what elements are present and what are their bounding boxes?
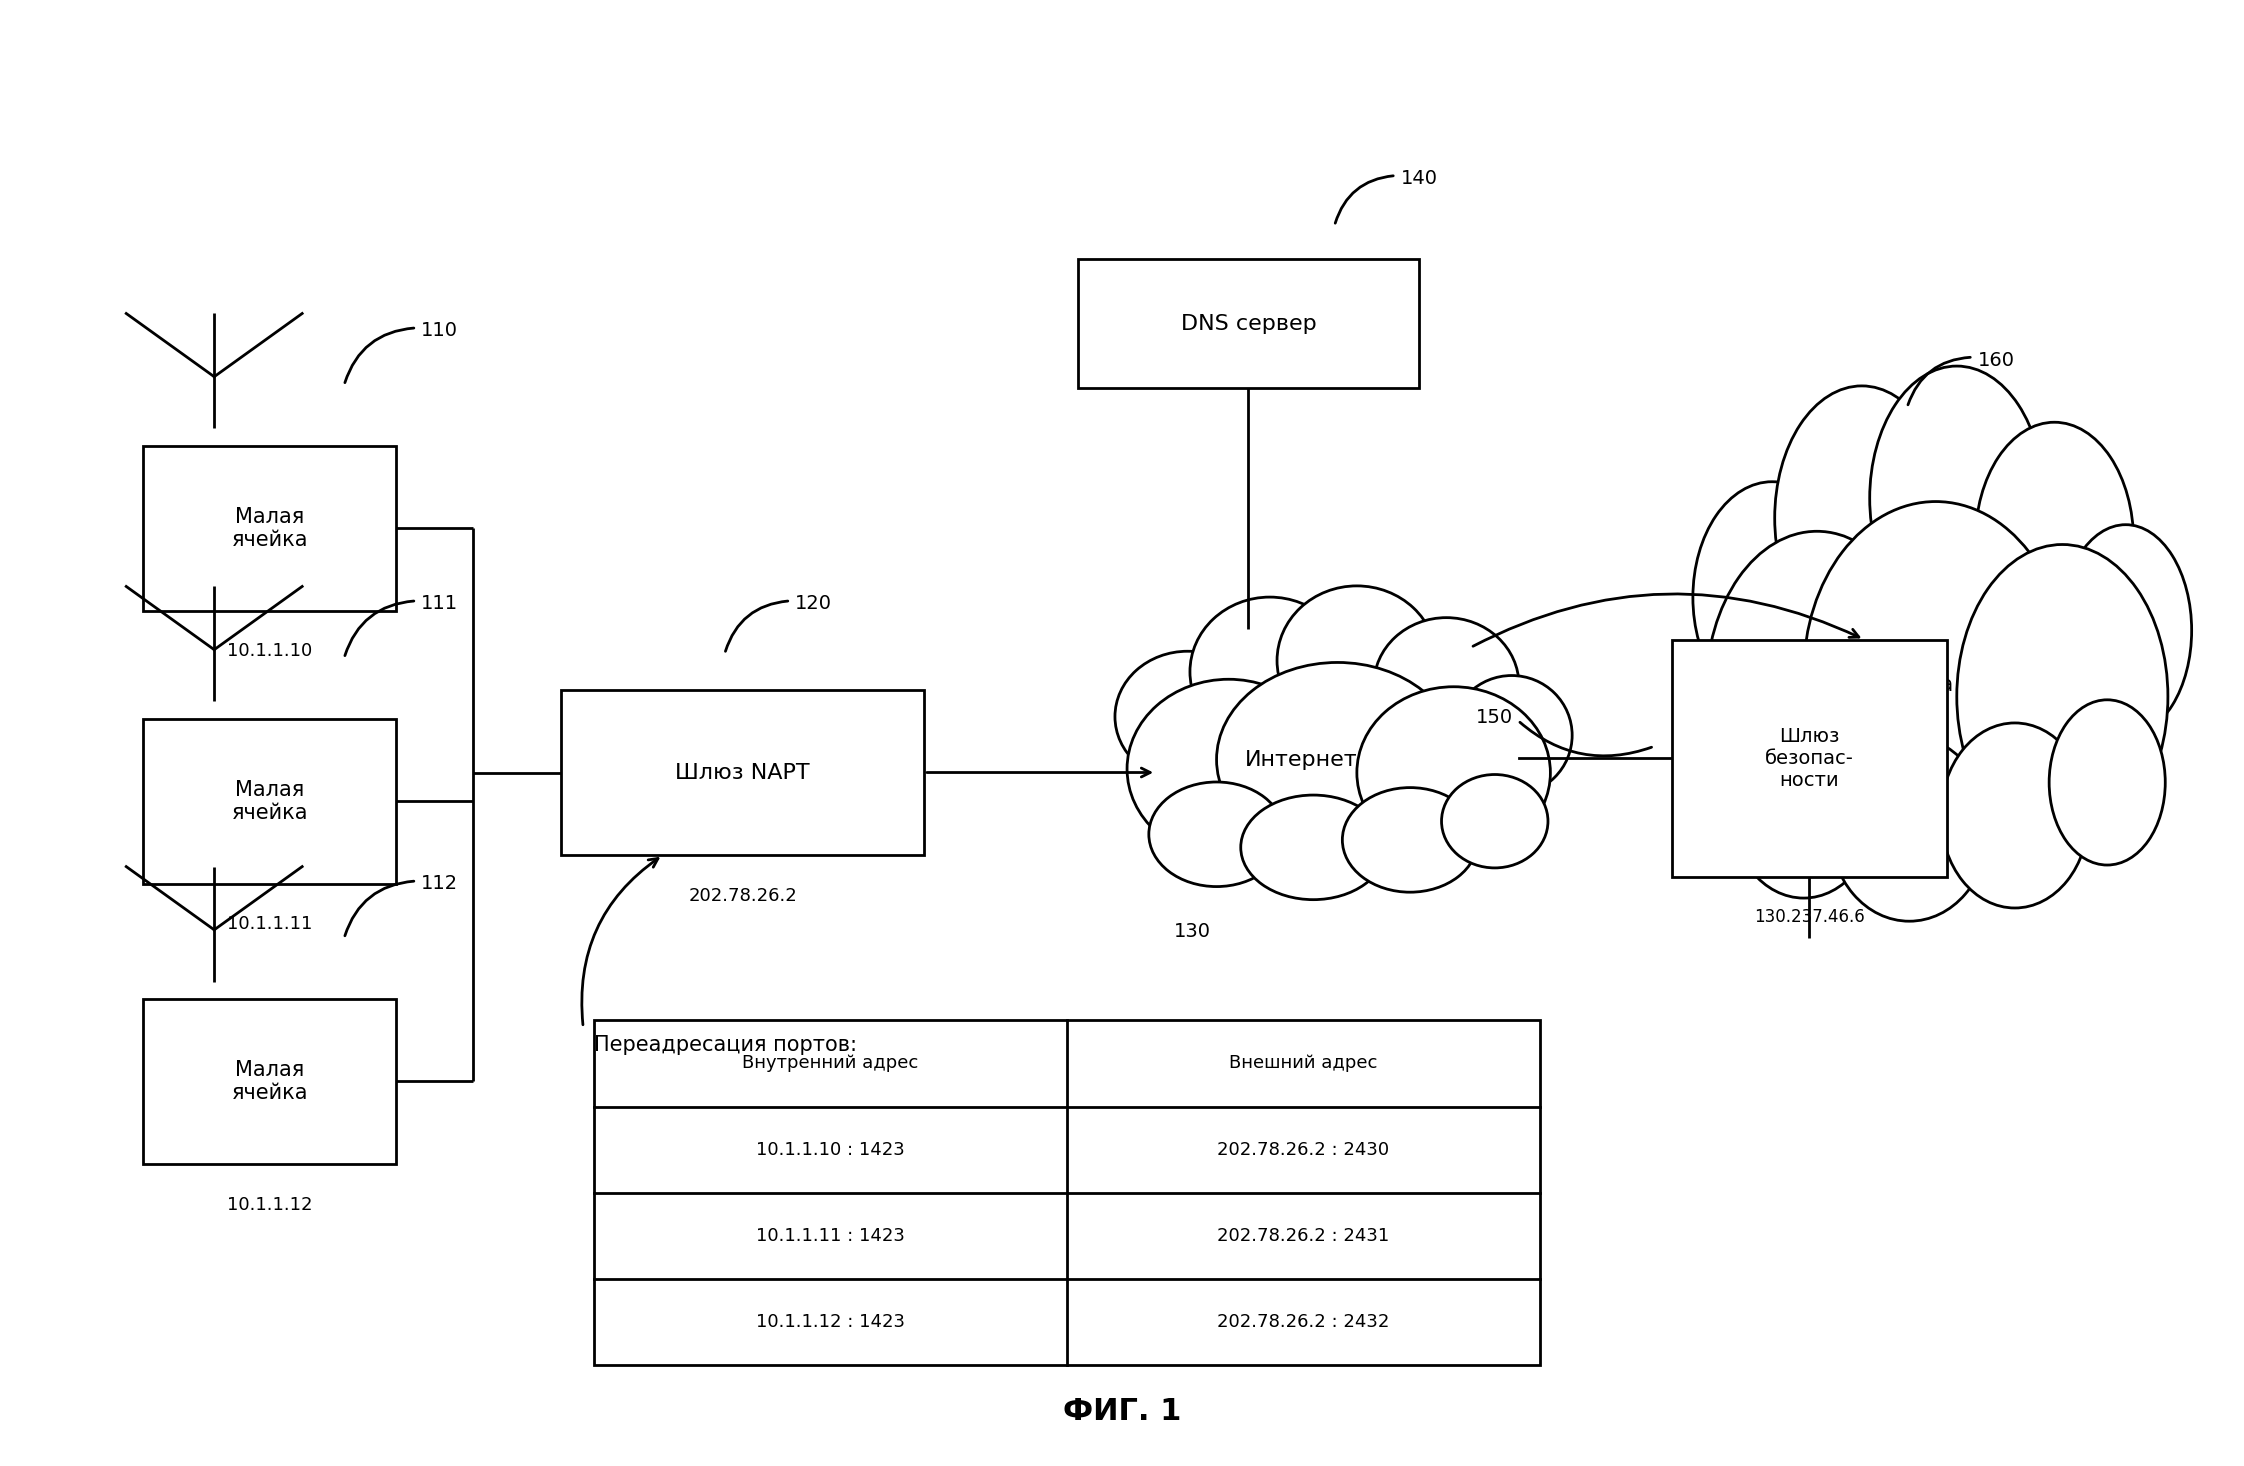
Ellipse shape	[1216, 663, 1459, 856]
Text: 160: 160	[1977, 350, 2015, 369]
Text: 10.1.1.12: 10.1.1.12	[227, 1196, 312, 1214]
Text: 130.237.46.6: 130.237.46.6	[1755, 909, 1865, 927]
Ellipse shape	[1342, 787, 1479, 893]
Ellipse shape	[1241, 795, 1387, 900]
Text: 111: 111	[422, 594, 458, 613]
Text: 10.1.1.10: 10.1.1.10	[227, 642, 312, 661]
Ellipse shape	[1804, 501, 2067, 846]
Text: 10.1.1.12 : 1423: 10.1.1.12 : 1423	[756, 1314, 904, 1331]
Text: ФИГ. 1: ФИГ. 1	[1064, 1397, 1180, 1425]
Bar	[561, 690, 925, 855]
Ellipse shape	[2049, 699, 2165, 865]
Text: 112: 112	[422, 874, 458, 893]
Bar	[144, 718, 397, 884]
Ellipse shape	[1831, 736, 1988, 921]
Text: 202.78.26.2: 202.78.26.2	[689, 887, 797, 905]
Bar	[595, 1020, 1539, 1365]
Ellipse shape	[1115, 651, 1261, 781]
Ellipse shape	[1452, 676, 1573, 795]
Text: 130: 130	[1174, 922, 1212, 941]
Text: Интернет: Интернет	[1245, 749, 1358, 770]
Text: 120: 120	[794, 594, 833, 613]
Bar	[1672, 639, 1946, 877]
Text: 140: 140	[1400, 169, 1438, 188]
Text: Сеть
оператора: Сеть оператора	[1838, 652, 1955, 695]
Text: Внутренний адрес: Внутренний адрес	[743, 1054, 918, 1073]
Ellipse shape	[1941, 723, 2089, 907]
Ellipse shape	[1957, 544, 2168, 849]
Text: Переадресация портов:: Переадресация портов:	[595, 1035, 857, 1054]
Ellipse shape	[1692, 482, 1851, 712]
Text: Малая
ячейка: Малая ячейка	[231, 780, 307, 822]
Text: 202.78.26.2 : 2432: 202.78.26.2 : 2432	[1216, 1314, 1389, 1331]
Bar	[144, 446, 397, 611]
Text: Шлюз NAPT: Шлюз NAPT	[675, 762, 810, 783]
Text: Малая
ячейка: Малая ячейка	[231, 1060, 307, 1102]
Ellipse shape	[1277, 586, 1436, 736]
Bar	[1077, 259, 1418, 388]
Text: 110: 110	[422, 321, 458, 340]
Ellipse shape	[1126, 679, 1331, 859]
Text: 10.1.1.11 : 1423: 10.1.1.11 : 1423	[756, 1227, 904, 1245]
Text: 10.1.1.10 : 1423: 10.1.1.10 : 1423	[756, 1141, 904, 1158]
Ellipse shape	[1869, 366, 2044, 630]
Ellipse shape	[1441, 774, 1548, 868]
Ellipse shape	[1373, 617, 1519, 752]
Ellipse shape	[1730, 712, 1878, 899]
Text: 202.78.26.2 : 2430: 202.78.26.2 : 2430	[1216, 1141, 1389, 1158]
Text: 10.1.1.11: 10.1.1.11	[227, 915, 312, 934]
Text: Шлюз
безопас-
ности: Шлюз безопас- ности	[1764, 727, 1854, 790]
Text: Малая
ячейка: Малая ячейка	[231, 507, 307, 550]
Ellipse shape	[1358, 686, 1551, 859]
Ellipse shape	[1149, 781, 1284, 887]
Text: 202.78.26.2 : 2431: 202.78.26.2 : 2431	[1216, 1227, 1389, 1245]
Text: 150: 150	[1477, 708, 1512, 727]
Ellipse shape	[1975, 422, 2134, 660]
Ellipse shape	[2060, 525, 2192, 736]
Ellipse shape	[1775, 386, 1948, 651]
Text: Внешний адрес: Внешний адрес	[1230, 1054, 1378, 1073]
Bar	[144, 998, 397, 1164]
Ellipse shape	[1705, 531, 1928, 849]
Ellipse shape	[1189, 597, 1349, 746]
Text: DNS сервер: DNS сервер	[1180, 314, 1317, 334]
